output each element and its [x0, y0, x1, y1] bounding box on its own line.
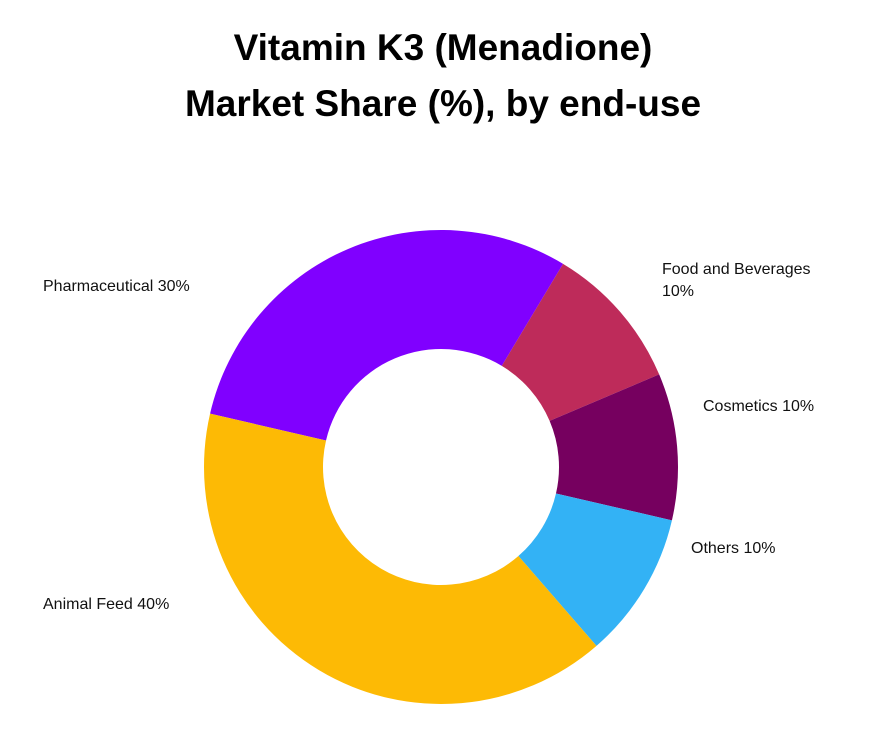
label-food-line-1: Food and Beverages [662, 261, 811, 278]
slice-animal-feed [204, 413, 597, 704]
chart-title-line-1: Vitamin K3 (Menadione) [233, 27, 653, 68]
slice-others [518, 493, 672, 646]
label-pharmaceutical: Pharmaceutical 30% [43, 278, 190, 295]
slice-pharmaceutical [210, 230, 564, 441]
label-food-line-2: 10% [662, 283, 695, 300]
chart-title: Vitamin K3 (Menadione) Market Share (%),… [0, 20, 886, 132]
slice-cosmetics [549, 374, 679, 521]
label-others: Others 10% [691, 540, 776, 557]
label-food-and-beverages: Food and Beverages 10% [662, 259, 811, 303]
slice-food-and-beverages [501, 263, 660, 421]
chart-title-line-2: Market Share (%), by end-use [184, 83, 702, 124]
donut-slices [204, 230, 679, 704]
label-animal-feed: Animal Feed 40% [43, 596, 170, 613]
label-cosmetics: Cosmetics 10% [703, 398, 815, 415]
